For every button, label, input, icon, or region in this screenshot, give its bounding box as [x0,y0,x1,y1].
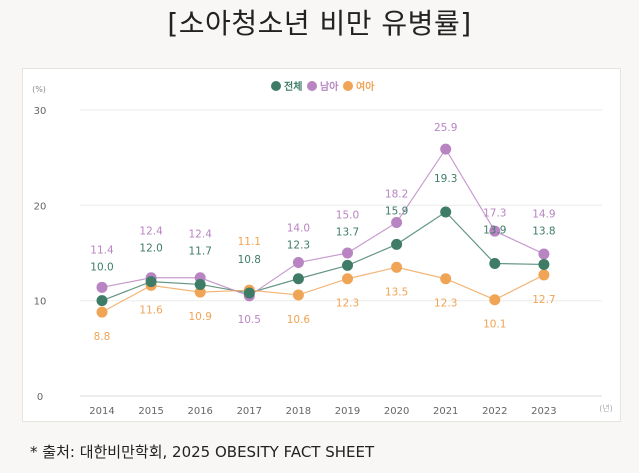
data-label: 14.9 [532,208,555,220]
series-line [101,147,545,297]
line-chart: 0 10 20 30 (%) (년) 2014 2015 2016 2017 2018 2019 202… [32,80,613,417]
y-tick-label: 20 [34,201,47,212]
data-label: 8.8 [94,331,111,343]
page-title: [소아청소년 비만 유병률] [167,7,472,40]
x-tick-label: 2015 [138,406,163,417]
data-label: 11.7 [189,245,212,257]
data-label: 12.3 [336,298,359,310]
data-label: 13.7 [336,226,359,238]
data-point [96,306,108,318]
data-point [194,278,206,290]
data-point [96,281,108,293]
data-label: 12.7 [532,294,555,306]
data-point [440,273,452,285]
data-point [538,269,550,281]
legend-label: 여아 [356,80,375,93]
x-tick-label: 2016 [187,406,212,417]
data-label: 14.0 [287,223,310,235]
data-label: 11.1 [238,236,261,248]
data-label: 13.5 [385,286,408,298]
data-label: 13.9 [483,224,506,236]
data-label: 18.2 [385,188,408,200]
data-label: 11.6 [139,304,163,316]
data-label: 12.0 [139,243,162,255]
data-label: 25.9 [434,122,457,134]
legend-label: 남아 [320,80,339,93]
data-point [489,257,501,269]
y-axis-label: (%) [32,85,46,94]
x-tick-label: 2023 [531,406,556,417]
data-point [292,257,304,269]
data-label: 10.1 [483,319,506,331]
x-axis-label: (년) [599,403,613,413]
x-tick-label: 2021 [433,406,458,417]
data-point [96,295,108,307]
x-tick-label: 2018 [286,406,311,417]
x-tick-label: 2022 [482,406,507,417]
data-point [440,143,452,155]
data-point [342,273,353,285]
data-point [391,216,403,228]
legend-label: 전체 [284,80,302,93]
data-label: 12.3 [287,240,310,252]
legend-marker [343,81,353,91]
data-label: 15.0 [336,209,359,221]
data-point [243,287,255,299]
data-point [489,294,501,306]
legend-marker [271,81,281,91]
x-tick-label: 2020 [384,406,409,417]
x-tick-label: 2014 [89,406,114,417]
data-label: 15.9 [385,205,408,217]
data-label: 10.8 [238,254,261,266]
data-label: 11.4 [90,245,114,257]
series-line [101,211,544,302]
data-point [538,258,550,270]
data-point [292,273,304,285]
y-tick-label: 0 [37,392,43,403]
series-line [101,266,545,313]
data-point [538,248,550,260]
data-point [489,225,501,237]
data-label: 12.4 [189,228,213,240]
data-label: 17.3 [483,207,506,219]
data-point [145,276,157,288]
y-tick-label: 30 [34,106,47,117]
data-point [440,206,452,218]
data-label: 10.9 [189,311,212,323]
source-footnote: * 출처: 대한비만학회, 2025 OBESITY FACT SHEET [30,443,375,461]
x-tick-label: 2017 [237,406,262,417]
x-tick-label: 2019 [335,406,360,417]
data-point [292,289,304,301]
data-label: 12.4 [139,226,163,238]
data-point [391,238,403,250]
y-tick-label: 10 [34,297,47,308]
data-label: 13.8 [532,225,555,237]
legend-marker [307,81,317,91]
data-label: 10.6 [287,314,311,326]
data-label: 12.3 [434,298,457,310]
data-label: 10.5 [238,314,261,326]
data-point [342,259,353,271]
data-point [391,261,403,273]
data-point [194,286,206,298]
data-label: 10.0 [90,262,113,274]
chart-panel: 0 10 20 30 (%) (년) 2014 2015 2016 2017 2018 2019 202… [22,68,621,422]
data-label: 19.3 [434,173,457,185]
data-point [342,247,353,259]
